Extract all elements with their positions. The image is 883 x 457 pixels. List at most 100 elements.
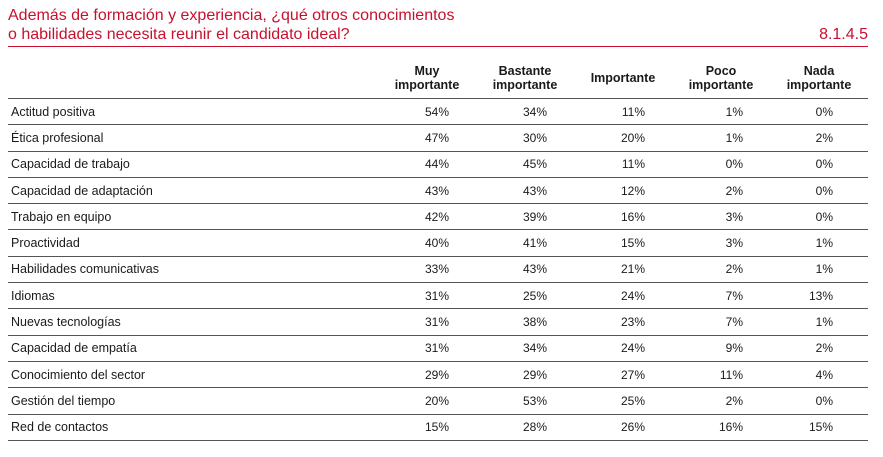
table-cell: 20%	[574, 124, 672, 152]
table-cell: 0%	[770, 177, 868, 205]
table-cell: 41%	[476, 229, 574, 257]
table-cell: 7%	[672, 308, 770, 336]
table-cell: 0%	[672, 151, 770, 178]
table-cell: 15%	[770, 414, 868, 441]
table-cell: 38%	[476, 308, 574, 336]
table-row: Gestión del tiempo 20% 53% 25% 2% 0%	[8, 387, 868, 415]
table-cell: 2%	[672, 387, 770, 415]
table-cell: 31%	[378, 335, 476, 362]
table-cell: 33%	[378, 256, 476, 284]
table-cell: 4%	[770, 361, 868, 389]
table-cell: 15%	[574, 229, 672, 257]
table-cell: 1%	[672, 98, 770, 126]
table-cell: 1%	[770, 229, 868, 257]
table-cell: 43%	[378, 177, 476, 205]
table-cell: 2%	[770, 335, 868, 362]
table-cell: 30%	[476, 124, 574, 152]
table-cell: 40%	[378, 229, 476, 257]
column-header-line-1: Bastante	[498, 64, 552, 78]
row-label: Habilidades comunicativas	[8, 256, 378, 284]
table-row: Ética profesional 47% 30% 20% 1% 2%	[8, 124, 868, 152]
row-label: Ética profesional	[8, 124, 378, 152]
table-cell: 54%	[378, 98, 476, 126]
table-cell: 0%	[770, 387, 868, 415]
table-cell: 42%	[378, 203, 476, 231]
column-header-empty	[8, 58, 378, 99]
table-cell: 24%	[574, 335, 672, 362]
table-row: Capacidad de trabajo 44% 45% 11% 0% 0%	[8, 151, 868, 178]
table-cell: 25%	[574, 387, 672, 415]
table-row: Proactividad 40% 41% 15% 3% 1%	[8, 229, 868, 257]
table-cell: 2%	[672, 256, 770, 284]
row-label: Conocimiento del sector	[8, 361, 378, 389]
title-line-1: Además de formación y experiencia, ¿qué …	[8, 7, 455, 24]
table-cell: 43%	[476, 256, 574, 284]
table-cell: 0%	[770, 151, 868, 178]
row-label: Proactividad	[8, 229, 378, 257]
table-cell: 43%	[476, 177, 574, 205]
title-line-2: o habilidades necesita reunir el candida…	[8, 26, 350, 43]
table-cell: 3%	[672, 229, 770, 257]
table-cell: 45%	[476, 151, 574, 178]
table-cell: 47%	[378, 124, 476, 152]
column-header-line-1: Poco	[705, 64, 737, 78]
table-cell: 11%	[574, 98, 672, 126]
table-cell: 1%	[672, 124, 770, 152]
table-cell: 11%	[672, 361, 770, 389]
table-cell: 0%	[770, 98, 868, 126]
row-label: Gestión del tiempo	[8, 387, 378, 415]
table-row: Red de contactos 15% 28% 26% 16% 15%	[8, 414, 868, 441]
column-header-line-1: Importante	[590, 71, 656, 85]
table-cell: 21%	[574, 256, 672, 284]
table-cell: 16%	[574, 203, 672, 231]
table-cell: 31%	[378, 282, 476, 310]
table-row: Idiomas 31% 25% 24% 7% 13%	[8, 282, 868, 310]
table-cell: 31%	[378, 308, 476, 336]
row-label: Red de contactos	[8, 414, 378, 441]
table-header-row: Muy importante Bastante importante Important…	[8, 58, 868, 99]
column-header-line-2: importante	[786, 78, 852, 92]
column-header-line-2: importante	[688, 78, 754, 92]
table-cell: 11%	[574, 151, 672, 178]
column-header-1: Muy importante	[378, 58, 476, 99]
header: Además de formación y experiencia, ¿qué …	[8, 6, 868, 47]
column-header-line-2: importante	[492, 78, 558, 92]
row-label: Capacidad de adaptación	[8, 177, 378, 205]
table-cell: 9%	[672, 335, 770, 362]
table-row: Trabajo en equipo 42% 39% 16% 3% 0%	[8, 203, 868, 231]
row-label: Trabajo en equipo	[8, 203, 378, 231]
column-header-2: Bastante importante	[476, 58, 574, 99]
table-cell: 2%	[770, 124, 868, 152]
table-cell: 28%	[476, 414, 574, 441]
table-cell: 0%	[770, 203, 868, 231]
table-cell: 27%	[574, 361, 672, 389]
table-row: Nuevas tecnologías 31% 38% 23% 7% 1%	[8, 308, 868, 336]
table-row: Habilidades comunicativas 33% 43% 21% 2% 1%	[8, 256, 868, 284]
table-cell: 34%	[476, 335, 574, 362]
column-header-line-1: Muy	[414, 64, 440, 78]
table-cell: 39%	[476, 203, 574, 231]
table-cell: 7%	[672, 282, 770, 310]
column-header-line-2: importante	[394, 78, 460, 92]
table-cell: 1%	[770, 308, 868, 336]
table-cell: 1%	[770, 256, 868, 284]
row-label: Capacidad de trabajo	[8, 151, 378, 178]
table-cell: 29%	[378, 361, 476, 389]
table-cell: 24%	[574, 282, 672, 310]
column-header-3: Importante	[574, 58, 672, 99]
column-header-5: Nada importante	[770, 58, 868, 99]
row-label: Actitud positiva	[8, 98, 378, 126]
section-code: 8.1.4.5	[819, 26, 868, 43]
row-label: Nuevas tecnologías	[8, 308, 378, 336]
table-cell: 44%	[378, 151, 476, 178]
table-cell: 12%	[574, 177, 672, 205]
table-cell: 53%	[476, 387, 574, 415]
page-title: Además de formación y experiencia, ¿qué …	[8, 6, 454, 44]
table-row: Actitud positiva 54% 34% 11% 1% 0%	[8, 98, 868, 126]
row-label: Idiomas	[8, 282, 378, 310]
table-cell: 13%	[770, 282, 868, 310]
table-cell: 26%	[574, 414, 672, 441]
row-label: Capacidad de empatía	[8, 335, 378, 362]
table-row: Capacidad de adaptación 43% 43% 12% 2% 0%	[8, 177, 868, 205]
table-row: Capacidad de empatía 31% 34% 24% 9% 2%	[8, 335, 868, 362]
